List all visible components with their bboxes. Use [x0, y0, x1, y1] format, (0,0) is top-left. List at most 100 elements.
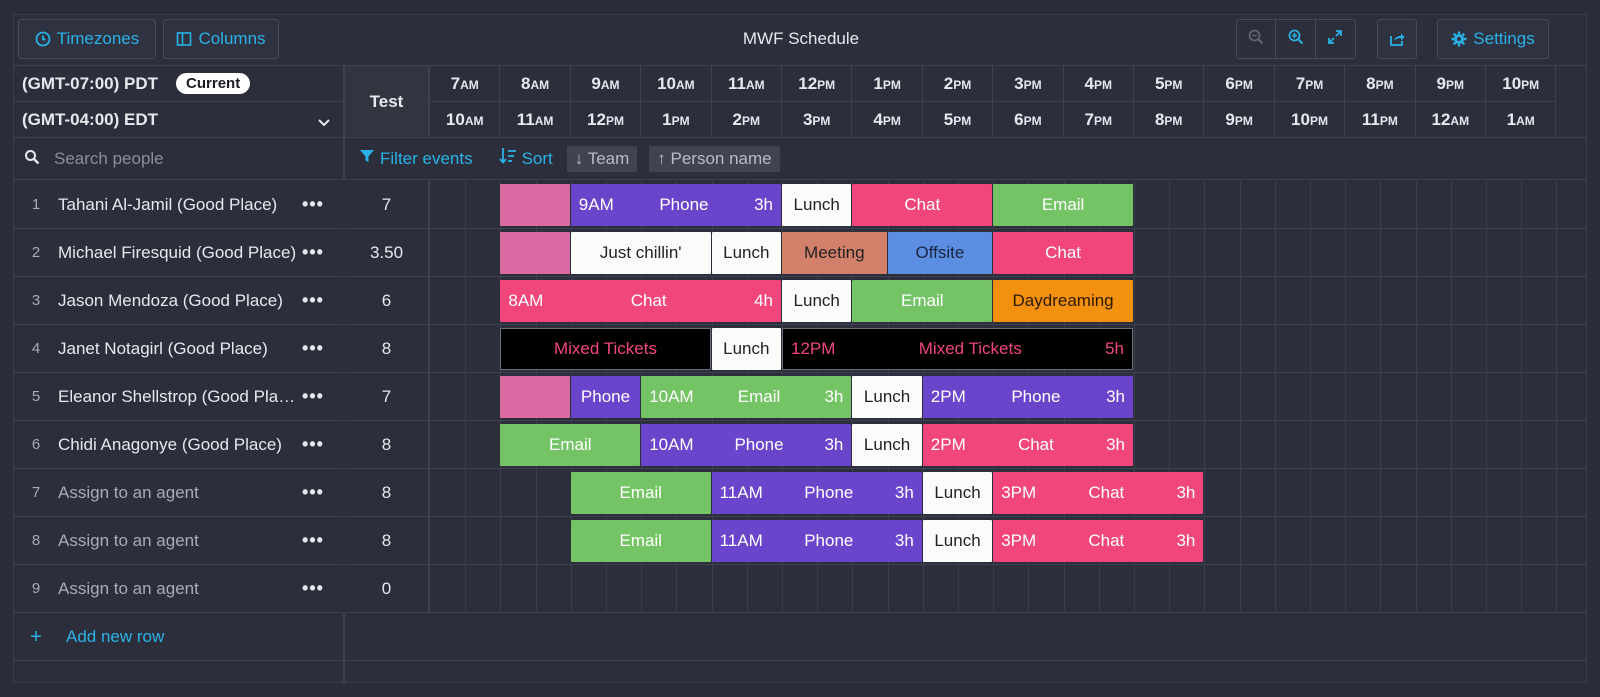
event-title: Phone: [1011, 387, 1061, 406]
person-row[interactable]: 3 Jason Mendoza (Good Place) •••: [14, 277, 343, 325]
event-title: Chat: [630, 291, 667, 310]
event-block[interactable]: Lunch: [782, 184, 852, 226]
person-row[interactable]: 6 Chidi Anagonye (Good Place) •••: [14, 421, 343, 469]
expand-icon: [1326, 28, 1344, 50]
event-block[interactable]: Lunch: [711, 328, 781, 370]
test-column-header[interactable]: Test: [343, 65, 428, 137]
event-block[interactable]: Daydreaming: [993, 280, 1133, 322]
search-input[interactable]: [54, 148, 314, 169]
event-duration: 3h: [894, 483, 914, 502]
hour-meridiem: AM: [745, 78, 765, 92]
person-name[interactable]: Janet Notagirl (Good Place): [58, 338, 268, 358]
event-block[interactable]: Lunch: [922, 520, 993, 562]
event-block[interactable]: 12PM Mixed Tickets 5h: [782, 328, 1133, 370]
event-block[interactable]: Chat: [852, 184, 993, 226]
more-options-icon[interactable]: •••: [302, 578, 324, 598]
settings-button[interactable]: Settings: [1437, 19, 1549, 59]
event-block[interactable]: Lunch: [852, 376, 922, 418]
hour-number: 1: [662, 110, 672, 129]
event-block[interactable]: 3PM Chat 3h: [993, 472, 1204, 514]
hours-header: 7AM 8AM 9AM 10AM 11AM 12PM 1PM 2PM 3PM 4PM 5PM 6PM 7…: [428, 65, 1586, 138]
person-row[interactable]: 1 Tahani Al-Jamil (Good Place) •••: [14, 181, 343, 229]
plus-icon: +: [30, 625, 42, 648]
event-block[interactable]: 2PM Chat 3h: [922, 424, 1133, 466]
person-name[interactable]: Jason Mendoza (Good Place): [58, 290, 283, 310]
grid-line: [1134, 181, 1135, 613]
event-start-time: 10AM: [649, 435, 694, 454]
more-options-icon[interactable]: •••: [302, 338, 324, 358]
timezones-button[interactable]: Timezones: [18, 19, 156, 59]
person-name[interactable]: Chidi Anagonye (Good Place): [58, 434, 282, 454]
zoom-out-button[interactable]: [1237, 20, 1277, 58]
person-row[interactable]: 5 Eleanor Shellstrop (Good Place) •••: [14, 373, 343, 421]
hour-header-cell: 8PM: [1134, 102, 1205, 138]
hour-meridiem: PM: [953, 78, 972, 92]
event-block[interactable]: Lunch: [782, 280, 852, 322]
sort-chip-team[interactable]: ↓ Team: [566, 145, 638, 172]
person-name[interactable]: Michael Firesquid (Good Place): [58, 242, 297, 262]
person-row[interactable]: 4 Janet Notagirl (Good Place) •••: [14, 325, 343, 373]
event-block[interactable]: Email: [570, 472, 711, 514]
person-name[interactable]: Assign to an agent: [58, 530, 199, 550]
event-block[interactable]: 11AM Phone 3h: [711, 472, 922, 514]
event-block[interactable]: [500, 184, 570, 226]
chevron-down-icon[interactable]: [317, 114, 331, 134]
event-block[interactable]: Phone: [570, 376, 641, 418]
event-block[interactable]: 11AM Phone 3h: [711, 520, 922, 562]
more-options-icon[interactable]: •••: [302, 242, 324, 262]
hour-number: 10: [1502, 74, 1522, 93]
event-block[interactable]: Email: [570, 520, 711, 562]
zoom-in-button[interactable]: [1276, 20, 1316, 58]
person-name[interactable]: Assign to an agent: [58, 578, 199, 598]
event-block[interactable]: 8AM Chat 4h: [500, 280, 781, 322]
person-row[interactable]: 7 Assign to an agent •••: [14, 469, 343, 517]
person-name[interactable]: Tahani Al-Jamil (Good Place): [58, 194, 278, 214]
event-block[interactable]: [500, 376, 570, 418]
event-title: Lunch: [793, 195, 840, 214]
event-block[interactable]: Lunch: [922, 472, 993, 514]
event-block[interactable]: 10AM Email 3h: [641, 376, 852, 418]
more-options-icon[interactable]: •••: [302, 482, 324, 502]
event-block[interactable]: Email: [500, 424, 641, 466]
person-row[interactable]: 9 Assign to an agent •••: [14, 565, 343, 613]
more-options-icon[interactable]: •••: [302, 290, 324, 310]
event-duration: 4h: [754, 291, 773, 310]
expand-button[interactable]: [1316, 20, 1355, 58]
grid-line: [1415, 181, 1417, 613]
hour-meridiem: PM: [1023, 114, 1042, 128]
more-options-icon[interactable]: •••: [302, 434, 324, 454]
filter-events-button[interactable]: Filter events: [359, 148, 473, 169]
event-block[interactable]: Meeting: [782, 232, 887, 274]
person-name[interactable]: Eleanor Shellstrop (Good Place): [58, 386, 298, 406]
event-block[interactable]: Offsite: [887, 232, 993, 274]
person-row[interactable]: 2 Michael Firesquid (Good Place) •••: [14, 229, 343, 277]
event-block[interactable]: Chat: [993, 232, 1133, 274]
person-name[interactable]: Assign to an agent: [58, 482, 199, 502]
share-button[interactable]: [1377, 19, 1417, 59]
event-block[interactable]: 2PM Phone 3h: [922, 376, 1133, 418]
event-block[interactable]: Email: [852, 280, 993, 322]
event-block[interactable]: Lunch: [852, 424, 922, 466]
event-title: Email: [1041, 195, 1085, 214]
sort-chip-person-name[interactable]: ↑ Person name: [649, 145, 780, 172]
event-block[interactable]: Email: [993, 184, 1133, 226]
more-options-icon[interactable]: •••: [302, 386, 324, 406]
test-value: 7: [345, 181, 428, 229]
person-row[interactable]: 8 Assign to an agent •••: [14, 517, 343, 565]
add-new-row-button[interactable]: + Add new row: [14, 613, 343, 661]
test-value: 7: [345, 373, 428, 421]
grid-line: [1450, 181, 1452, 613]
event-block[interactable]: 10AM Phone 3h: [641, 424, 852, 466]
event-block[interactable]: Mixed Tickets: [500, 328, 711, 370]
timezone-secondary[interactable]: (GMT-04:00) EDT: [14, 102, 343, 138]
event-block[interactable]: Just chillin': [570, 232, 711, 274]
more-options-icon[interactable]: •••: [302, 194, 324, 214]
sort-button[interactable]: Sort: [498, 147, 553, 170]
event-block[interactable]: [500, 232, 570, 274]
event-block[interactable]: 9AM Phone 3h: [570, 184, 781, 226]
hour-meridiem: PM: [817, 78, 836, 92]
more-options-icon[interactable]: •••: [302, 530, 324, 550]
columns-button[interactable]: Columns: [163, 19, 279, 59]
event-block[interactable]: 3PM Chat 3h: [993, 520, 1204, 562]
event-block[interactable]: Lunch: [711, 232, 781, 274]
